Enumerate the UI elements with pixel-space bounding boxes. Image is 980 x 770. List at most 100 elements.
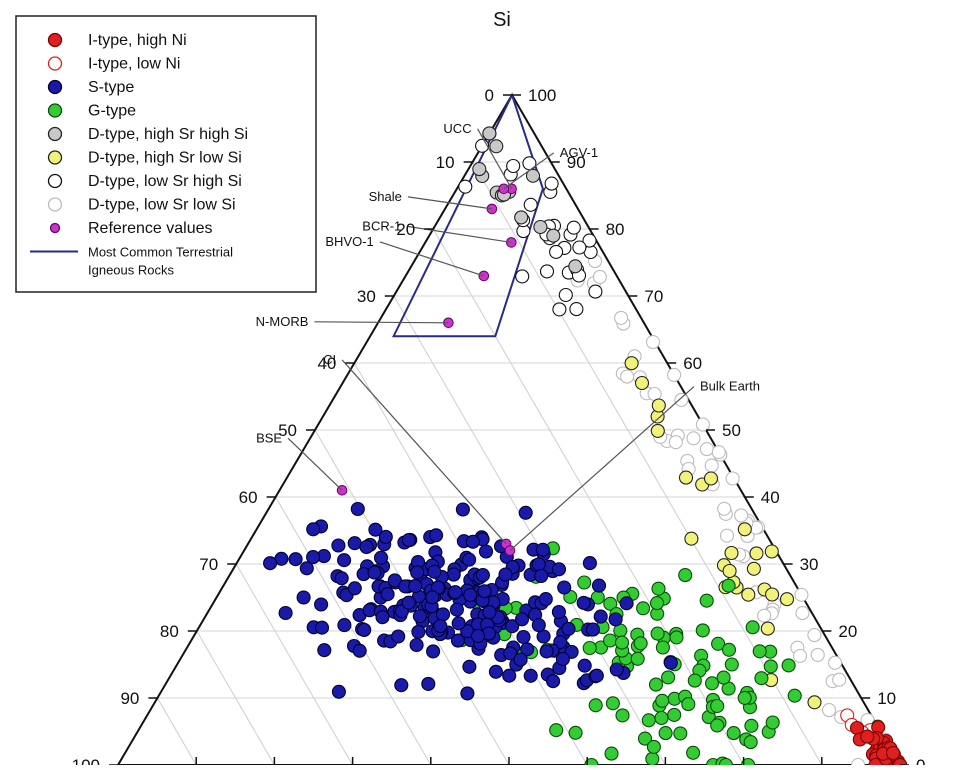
d_lsr_lsi-point	[794, 587, 809, 602]
annotation-leader	[379, 241, 484, 277]
left-tick-label: 40	[317, 354, 336, 373]
d_lsr_lsi-point	[711, 445, 726, 460]
gtype-point	[641, 713, 656, 728]
gtype-point	[744, 718, 759, 733]
gtype-point	[681, 697, 696, 712]
right-tick-label: 100	[528, 86, 556, 105]
series-d_lsr_lsi	[570, 254, 893, 770]
gtype-point	[603, 596, 618, 611]
d_lsr_hsi-point	[566, 220, 581, 235]
d_hsr_lsi-point	[651, 398, 666, 413]
d_hsr_hsi-point	[514, 210, 529, 225]
d_hsr_lsi-point	[634, 375, 650, 391]
legend-marker	[47, 103, 63, 118]
left-tick-label: 50	[278, 421, 297, 440]
gtype-point	[737, 690, 752, 705]
d_hsr_lsi-point	[684, 531, 699, 546]
legend-marker	[47, 150, 63, 165]
stype-point	[391, 629, 406, 644]
gtype-point	[745, 620, 760, 635]
d_lsr_lsi-point	[704, 458, 719, 473]
gtype-point	[726, 726, 741, 741]
d_hsr_hsi-point	[525, 168, 541, 183]
reference-label: CI	[323, 352, 336, 367]
stype-point	[378, 529, 393, 544]
stype-point	[306, 550, 321, 565]
gtype-point	[648, 677, 664, 692]
axis-ticks: 0102030405060708090100100908070605040302…	[72, 86, 926, 770]
series-d_hsr_hsi	[472, 126, 583, 274]
gtype-point	[699, 593, 714, 608]
stype-point	[503, 646, 518, 661]
d_hsr_lsi-point	[678, 470, 694, 485]
d_hsr_lsi-point	[737, 522, 752, 537]
legend-marker	[47, 56, 63, 71]
legend-label: S-type	[88, 79, 134, 96]
legend-entry-d_lsr_lsi: D-type, low Sr low Si	[47, 197, 236, 214]
legend-marker	[47, 197, 63, 212]
d_lsr_hsi-point	[552, 302, 567, 317]
stype-point	[539, 644, 554, 659]
left-tick-label: 20	[396, 220, 415, 239]
stype-point	[555, 651, 570, 667]
d_lsr_lsi-point	[851, 757, 866, 770]
stype-point	[357, 622, 372, 637]
gtype-point	[763, 659, 778, 674]
d_hsr_hsi-point	[489, 139, 504, 154]
left-tick-label: 100	[72, 756, 100, 765]
gtype-point	[630, 651, 645, 666]
gtype-point	[646, 739, 661, 754]
stype-point	[426, 644, 441, 659]
stype-point	[465, 534, 480, 549]
stype-point	[337, 618, 352, 633]
gtype-point	[667, 707, 682, 722]
d_lsr_lsi-point	[807, 628, 822, 643]
d_hsr_lsi-point	[760, 621, 775, 636]
d_lsr_lsi-point	[620, 369, 635, 384]
stype-point	[488, 664, 503, 679]
reference-label: BSE	[256, 430, 282, 445]
d_hsr_lsi-point	[779, 592, 795, 607]
gtype-point	[752, 644, 767, 659]
stype-point	[451, 616, 466, 631]
stype-point	[448, 585, 463, 600]
stype-point	[375, 610, 390, 625]
stype-point	[551, 604, 566, 620]
stype-point	[531, 557, 546, 572]
right-tick-label: 40	[761, 488, 780, 507]
gtype-point	[650, 626, 665, 641]
stype-point	[577, 658, 592, 673]
gtype-point	[614, 635, 630, 650]
left-tick-label: 30	[357, 287, 376, 306]
d_lsr_hsi-point	[572, 240, 587, 255]
gtype-point	[636, 601, 651, 616]
stype-point	[557, 580, 572, 595]
stype-point	[478, 544, 494, 559]
d_lsr_lsi-point	[757, 608, 772, 623]
d_lsr_lsi-point	[695, 417, 710, 432]
stype-point	[576, 595, 591, 610]
gtype-point	[568, 725, 583, 740]
d_lsr_lsi-point	[645, 335, 661, 350]
reference-label: BCR-1	[362, 218, 401, 233]
d_lsr_hsi-point	[558, 287, 573, 303]
reference-point	[478, 270, 490, 282]
stype-point	[387, 573, 402, 588]
stype-point	[433, 619, 448, 634]
stype-point	[477, 584, 492, 599]
gtype-point	[721, 578, 736, 593]
gtype-point	[604, 746, 619, 761]
d_lsr_hsi-point	[588, 284, 603, 299]
stype-point	[546, 674, 561, 689]
stype-point	[435, 607, 451, 622]
stype-point	[619, 596, 634, 611]
d_lsr_hsi-point	[549, 244, 564, 259]
legend-box	[15, 15, 317, 293]
gtype-point	[673, 726, 688, 741]
d_hsr_lsi-point	[746, 561, 761, 576]
stype-point	[411, 624, 426, 639]
series-d_lsr_hsi	[458, 138, 603, 317]
annotation-leader	[503, 152, 555, 190]
d_lsr_hsi-point	[582, 233, 597, 248]
